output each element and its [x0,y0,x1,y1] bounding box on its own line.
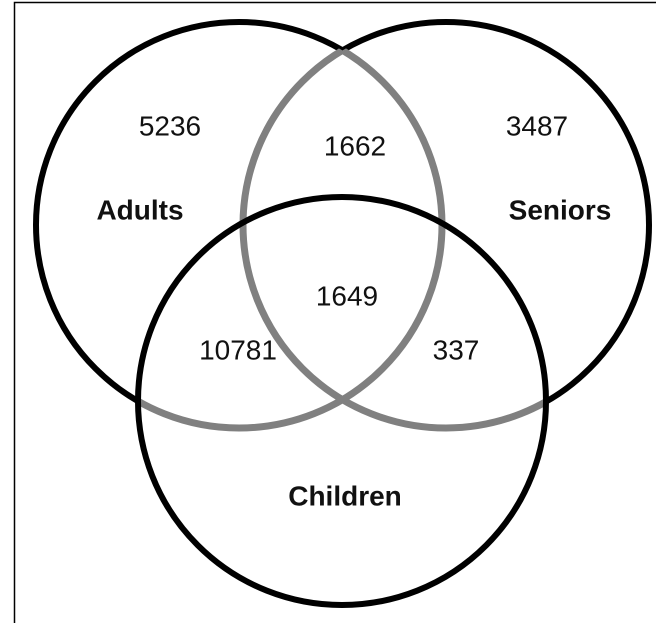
region-count: 10781 [199,334,277,365]
set-label: Seniors [509,194,612,225]
frame [13,1,656,623]
set-label: Children [288,480,402,511]
set-label: Adults [96,194,183,225]
children-circle [135,194,549,608]
region-count: 5236 [139,110,201,141]
region-count: 1649 [316,280,378,311]
region-count: 3487 [506,110,568,141]
region-count: 337 [433,334,480,365]
region-count: 1662 [324,130,386,161]
